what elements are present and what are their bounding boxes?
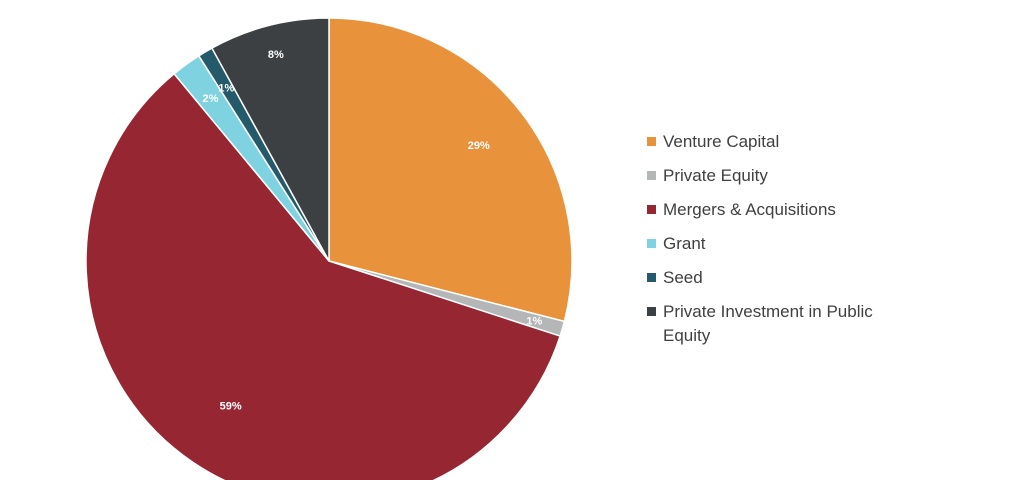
legend-item-private-equity: Private Equity xyxy=(647,164,947,188)
legend-swatch-pipe xyxy=(647,307,656,316)
legend-swatch-private-equity xyxy=(647,171,656,180)
legend-swatch-venture-capital xyxy=(647,137,656,146)
legend-swatch-mergers-acquisitions xyxy=(647,205,656,214)
data-label-private-equity: 1% xyxy=(526,316,542,328)
pie-slice-private-investment-in-public-equity xyxy=(210,17,330,262)
legend-label-mergers-acquisitions: Mergers & Acquisitions xyxy=(663,200,836,219)
data-label-seed: 1% xyxy=(218,82,234,94)
legend-item-grant: Grant xyxy=(647,232,947,256)
pie-slices xyxy=(85,17,573,480)
legend-item-pipe: Private Investment in Public Equity xyxy=(647,300,947,348)
legend-item-venture-capital: Venture Capital xyxy=(647,130,947,154)
chart-legend: Venture Capital Private Equity Mergers &… xyxy=(647,130,947,358)
pie-slice-venture-capital xyxy=(328,17,573,323)
legend-label-pipe: Private Investment in Public Equity xyxy=(663,302,873,345)
data-label-mergers-acquisitions: 59% xyxy=(220,401,242,413)
pie-slice-mergers-acquisitions xyxy=(85,72,562,480)
data-label-venture-capital: 29% xyxy=(468,140,490,152)
data-label-grant: 2% xyxy=(202,93,218,105)
legend-item-seed: Seed xyxy=(647,266,947,290)
legend-label-grant: Grant xyxy=(663,234,706,253)
legend-swatch-grant xyxy=(647,239,656,248)
data-label-private-investment-in-public-equity: 8% xyxy=(268,49,284,61)
pie-data-labels: 29%1%59%2%1%8% xyxy=(202,49,542,413)
legend-label-private-equity: Private Equity xyxy=(663,166,768,185)
legend-label-seed: Seed xyxy=(663,268,703,287)
legend-label-venture-capital: Venture Capital xyxy=(663,132,780,151)
legend-swatch-seed xyxy=(647,273,656,282)
legend-item-mergers-acquisitions: Mergers & Acquisitions xyxy=(647,198,947,222)
